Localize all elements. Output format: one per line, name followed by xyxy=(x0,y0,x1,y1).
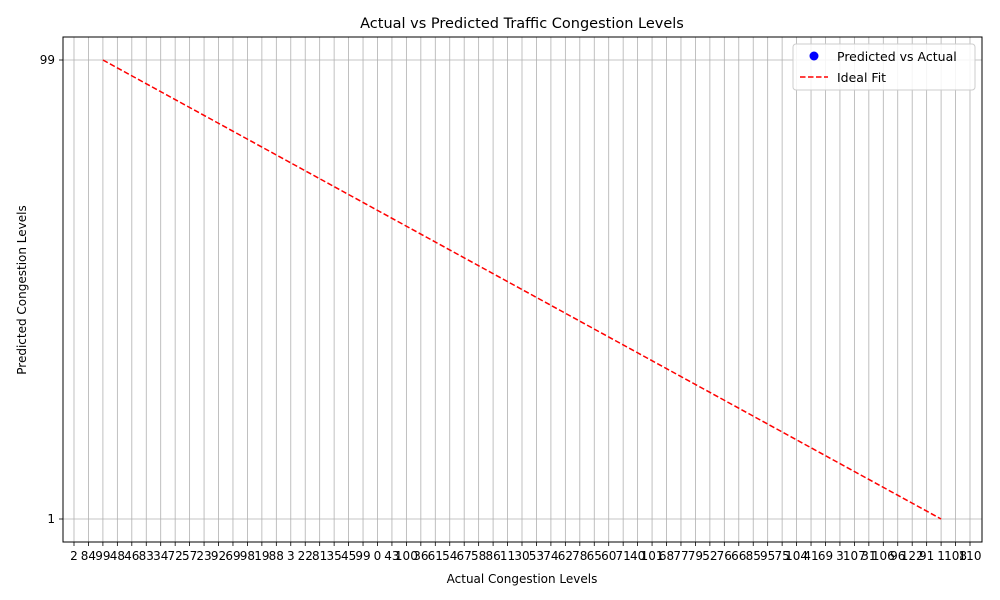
x-tick-label: 98 xyxy=(240,549,255,563)
y-tick-label: 99 xyxy=(40,53,55,67)
x-tick-label: 79 xyxy=(688,549,703,563)
x-tick-label: 1 xyxy=(937,549,945,563)
x-tick-label: 22 xyxy=(298,549,313,563)
x-tick-label: 86 xyxy=(485,549,500,563)
x-tick-label: 72 xyxy=(168,549,183,563)
x-tick-label: 99 xyxy=(355,549,370,563)
x-tick-label: 75 xyxy=(774,549,789,563)
x-tick-label: 30 xyxy=(514,549,529,563)
x-tick-label: 77 xyxy=(673,549,688,563)
x-tick-label: 41 xyxy=(803,549,818,563)
x-tick-label: 31 xyxy=(861,549,876,563)
x-axis-title: Actual Congestion Levels xyxy=(447,572,598,586)
x-tick-label: 76 xyxy=(717,549,732,563)
chart-title: Actual vs Predicted Traffic Congestion L… xyxy=(360,16,684,32)
x-tick-label: 61 xyxy=(428,549,443,563)
x-tick-label: 81 xyxy=(312,549,327,563)
x-tick-label: 88 xyxy=(269,549,284,563)
x-tick-label: 100 xyxy=(395,549,418,563)
x-tick-label: 106 xyxy=(872,549,895,563)
x-tick-label: 62 xyxy=(558,549,573,563)
x-tick-label: 74 xyxy=(543,549,558,563)
x-tick-label: 53 xyxy=(529,549,544,563)
x-tick-label: 34 xyxy=(153,549,168,563)
ideal-fit-line xyxy=(102,59,942,520)
x-tick-label: 96 xyxy=(890,549,905,563)
x-tick-label: 3 xyxy=(287,549,295,563)
x-tick-label: 104 xyxy=(785,549,808,563)
x-tick-label: 69 xyxy=(225,549,240,563)
x-tick-label: 36 xyxy=(413,549,428,563)
x-tick-label: 71 xyxy=(616,549,631,563)
x-tick-label: 108 xyxy=(944,549,967,563)
x-tick-label: 101 xyxy=(641,549,664,563)
legend-box xyxy=(792,43,976,91)
x-tick-label: 60 xyxy=(601,549,616,563)
x-tick-label: 67 xyxy=(457,549,472,563)
x-tick-label: 78 xyxy=(572,549,587,563)
legend-marker-scatter xyxy=(809,51,819,61)
x-tick-label: 107 xyxy=(843,549,866,563)
x-tick-label: 19 xyxy=(254,549,269,563)
x-tick-label: 68 xyxy=(659,549,674,563)
x-tick-label: 110 xyxy=(959,549,982,563)
legend: Predicted vs Actual Ideal Fit xyxy=(792,43,976,91)
x-tick-label: 91 xyxy=(919,549,934,563)
y-axis-ticks: 1 99 xyxy=(40,53,63,526)
x-tick-label: 85 xyxy=(746,549,761,563)
y-gridlines xyxy=(63,59,982,520)
ideal-fit-series xyxy=(102,59,942,520)
x-tick-label: 92 xyxy=(211,549,226,563)
plot-frame xyxy=(62,36,983,543)
y-tick-label: 1 xyxy=(47,512,55,526)
x-tick-label: 2 xyxy=(70,549,78,563)
x-tick-label: 66 xyxy=(731,549,746,563)
x-tick-label: 43 xyxy=(384,549,399,563)
x-tick-label: 122 xyxy=(901,549,924,563)
x-tick-label: 23 xyxy=(196,549,211,563)
x-tick-label: 48 xyxy=(110,549,125,563)
x-tick-label: 99 xyxy=(95,549,110,563)
x-tick-label: 83 xyxy=(139,549,154,563)
x-tick-label: 84 xyxy=(81,549,96,563)
x-tick-label: 52 xyxy=(702,549,717,563)
x-tick-label: 46 xyxy=(124,549,139,563)
x-axis-ticks: 2 84 99 48 46 83 34 72 57 23 92 69 98 19 88 3 22 81 35 45 99… xyxy=(70,542,981,563)
x-tick-label: 11 xyxy=(500,549,515,563)
x-tick-label: 57 xyxy=(182,549,197,563)
x-tick-label: 3 xyxy=(836,549,844,563)
x-tick-label: 40 xyxy=(630,549,645,563)
x-gridlines xyxy=(73,37,971,542)
x-tick-label: 35 xyxy=(326,549,341,563)
x-tick-label: 69 xyxy=(818,549,833,563)
x-tick-label: 0 xyxy=(374,549,382,563)
x-tick-label: 65 xyxy=(587,549,602,563)
legend-label-scatter: Predicted vs Actual xyxy=(837,49,957,64)
x-tick-label: 95 xyxy=(760,549,775,563)
x-tick-label: 45 xyxy=(341,549,356,563)
legend-label-ideal: Ideal Fit xyxy=(837,70,886,85)
y-axis-title: Predicted Congestion Levels xyxy=(15,205,29,374)
x-tick-label: 54 xyxy=(442,549,457,563)
x-tick-label: 58 xyxy=(471,549,486,563)
